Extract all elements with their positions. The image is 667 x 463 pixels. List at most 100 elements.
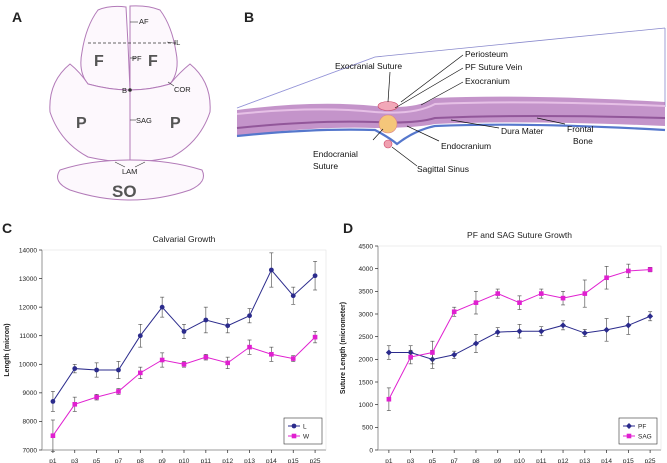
legend: PF SAG [618, 417, 658, 445]
label-frontal-bone-line2: Bone [573, 136, 593, 146]
label-so: SO [112, 182, 137, 201]
label-b: B [122, 86, 127, 95]
y-tick-label: 3000 [359, 311, 374, 318]
label-exocranial-suture: Exocranial Suture [335, 61, 402, 71]
x-tick-label: p3 [71, 458, 79, 463]
data-point-l [203, 317, 209, 323]
panel-letter-c: C [2, 220, 13, 236]
label-p-left: P [76, 115, 87, 132]
legend-label: L [303, 424, 307, 431]
x-tick-label: p13 [579, 458, 590, 463]
data-point-pf [625, 322, 632, 329]
legend: LW [283, 417, 323, 445]
label-dura-mater: Dura Mater [501, 126, 544, 136]
data-point-l [268, 267, 274, 273]
x-tick-label: p5 [93, 458, 101, 463]
y-tick-label: 8000 [23, 419, 38, 426]
bone-layer [237, 96, 665, 136]
label-endocranium: Endocranium [441, 141, 491, 151]
legend-box [618, 417, 658, 445]
data-point-sag [386, 396, 392, 402]
dura-mater-layer [236, 123, 666, 146]
data-point-pf [451, 351, 458, 358]
label-frontal-bone-line1: Frontal [567, 124, 594, 134]
y-axis-label: Suture Length (micrometer) [340, 302, 347, 394]
x-tick-label: p14 [266, 458, 277, 463]
legend-box [283, 417, 323, 445]
x-tick-label: p8 [137, 458, 145, 463]
label-exocranium: Exocranium [465, 76, 510, 86]
x-tick-label: p12 [222, 458, 233, 463]
x-tick-label: p25 [310, 458, 321, 463]
label-endocranial-suture-line1: Endocranial [313, 149, 358, 159]
panel-letter-b: B [244, 9, 255, 25]
legend-label: SAG [638, 434, 652, 441]
x-tick-label: p9 [159, 458, 167, 463]
data-point-l [290, 293, 296, 299]
data-point-pf [516, 328, 523, 335]
x-tick-label: p14 [601, 458, 612, 463]
label-af: AF [139, 17, 149, 26]
data-point-sag [538, 291, 544, 296]
data-point-w [72, 401, 78, 407]
data-point-w [312, 334, 318, 340]
data-point-pf [472, 340, 479, 347]
data-point-w [247, 344, 252, 350]
x-tick-label: p15 [623, 458, 634, 463]
legend-label: W [303, 434, 310, 441]
parietal-bone-left [49, 63, 131, 163]
data-point-sag [647, 267, 653, 272]
x-tick-label: p3 [407, 458, 415, 463]
data-point-sag [604, 275, 609, 281]
label-endocranial-suture-line2: Suture [313, 161, 338, 171]
data-point-pf [538, 328, 545, 335]
label-f-right: F [148, 53, 158, 70]
data-point-pf [494, 329, 501, 336]
legend-swatch-marker [291, 433, 297, 439]
x-tick-label: p1 [385, 458, 393, 463]
data-point-sag [473, 300, 479, 305]
y-tick-label: 0 [369, 447, 373, 454]
data-point-pf [647, 313, 654, 320]
y-tick-label: 7000 [23, 447, 38, 454]
y-tick-label: 2000 [359, 357, 374, 364]
y-tick-label: 14000 [19, 247, 37, 254]
data-point-pf [560, 322, 567, 329]
panel-letter-a: A [12, 9, 23, 25]
chart-pf-sag-suture-growth: PF and SAG Suture Growth Suture Length (m… [340, 230, 662, 463]
legend-label: PF [638, 424, 646, 431]
chart-title: PF and SAG Suture Growth [467, 230, 572, 240]
frontal-bone-right [129, 5, 178, 91]
data-point-l [137, 333, 143, 339]
x-tick-label: p13 [244, 458, 255, 463]
data-point-l [72, 366, 78, 371]
data-point-sag [582, 291, 588, 296]
x-tick-label: p11 [536, 458, 547, 463]
data-point-pf [603, 326, 610, 333]
y-tick-label: 13000 [19, 276, 37, 283]
x-tick-label: p10 [514, 458, 525, 463]
x-tick-label: p1 [49, 458, 57, 463]
chart-title: Calvarial Growth [153, 234, 216, 244]
label-pf-suture-vein: PF Suture Vein [465, 62, 522, 72]
y-tick-label: 1500 [359, 379, 374, 386]
y-axis-label: Length (micron) [4, 323, 11, 376]
data-point-sag [430, 350, 435, 355]
data-point-sag [451, 309, 457, 315]
label-sagittal-sinus: Sagittal Sinus [417, 164, 469, 174]
data-point-sag [517, 300, 522, 305]
data-point-l [181, 329, 187, 334]
x-tick-label: p15 [288, 458, 299, 463]
y-tick-label: 4000 [359, 266, 374, 273]
y-tick-label: 500 [362, 425, 373, 432]
y-tick-label: 3500 [359, 289, 374, 296]
y-tick-label: 2500 [359, 334, 374, 341]
panel-a-skull-diagram: AF IL PF COR B SAG LAM F F P P SO [49, 5, 211, 201]
chart-calvarial-growth: Calvarial Growth Length (micron) 7000 8000 9… [4, 234, 327, 463]
data-point-sag [626, 268, 631, 274]
series-l [50, 252, 318, 412]
x-tick-label: p12 [558, 458, 569, 463]
plot-frame [377, 245, 662, 451]
legend-swatch-marker [626, 433, 632, 439]
data-point-l [225, 323, 231, 329]
